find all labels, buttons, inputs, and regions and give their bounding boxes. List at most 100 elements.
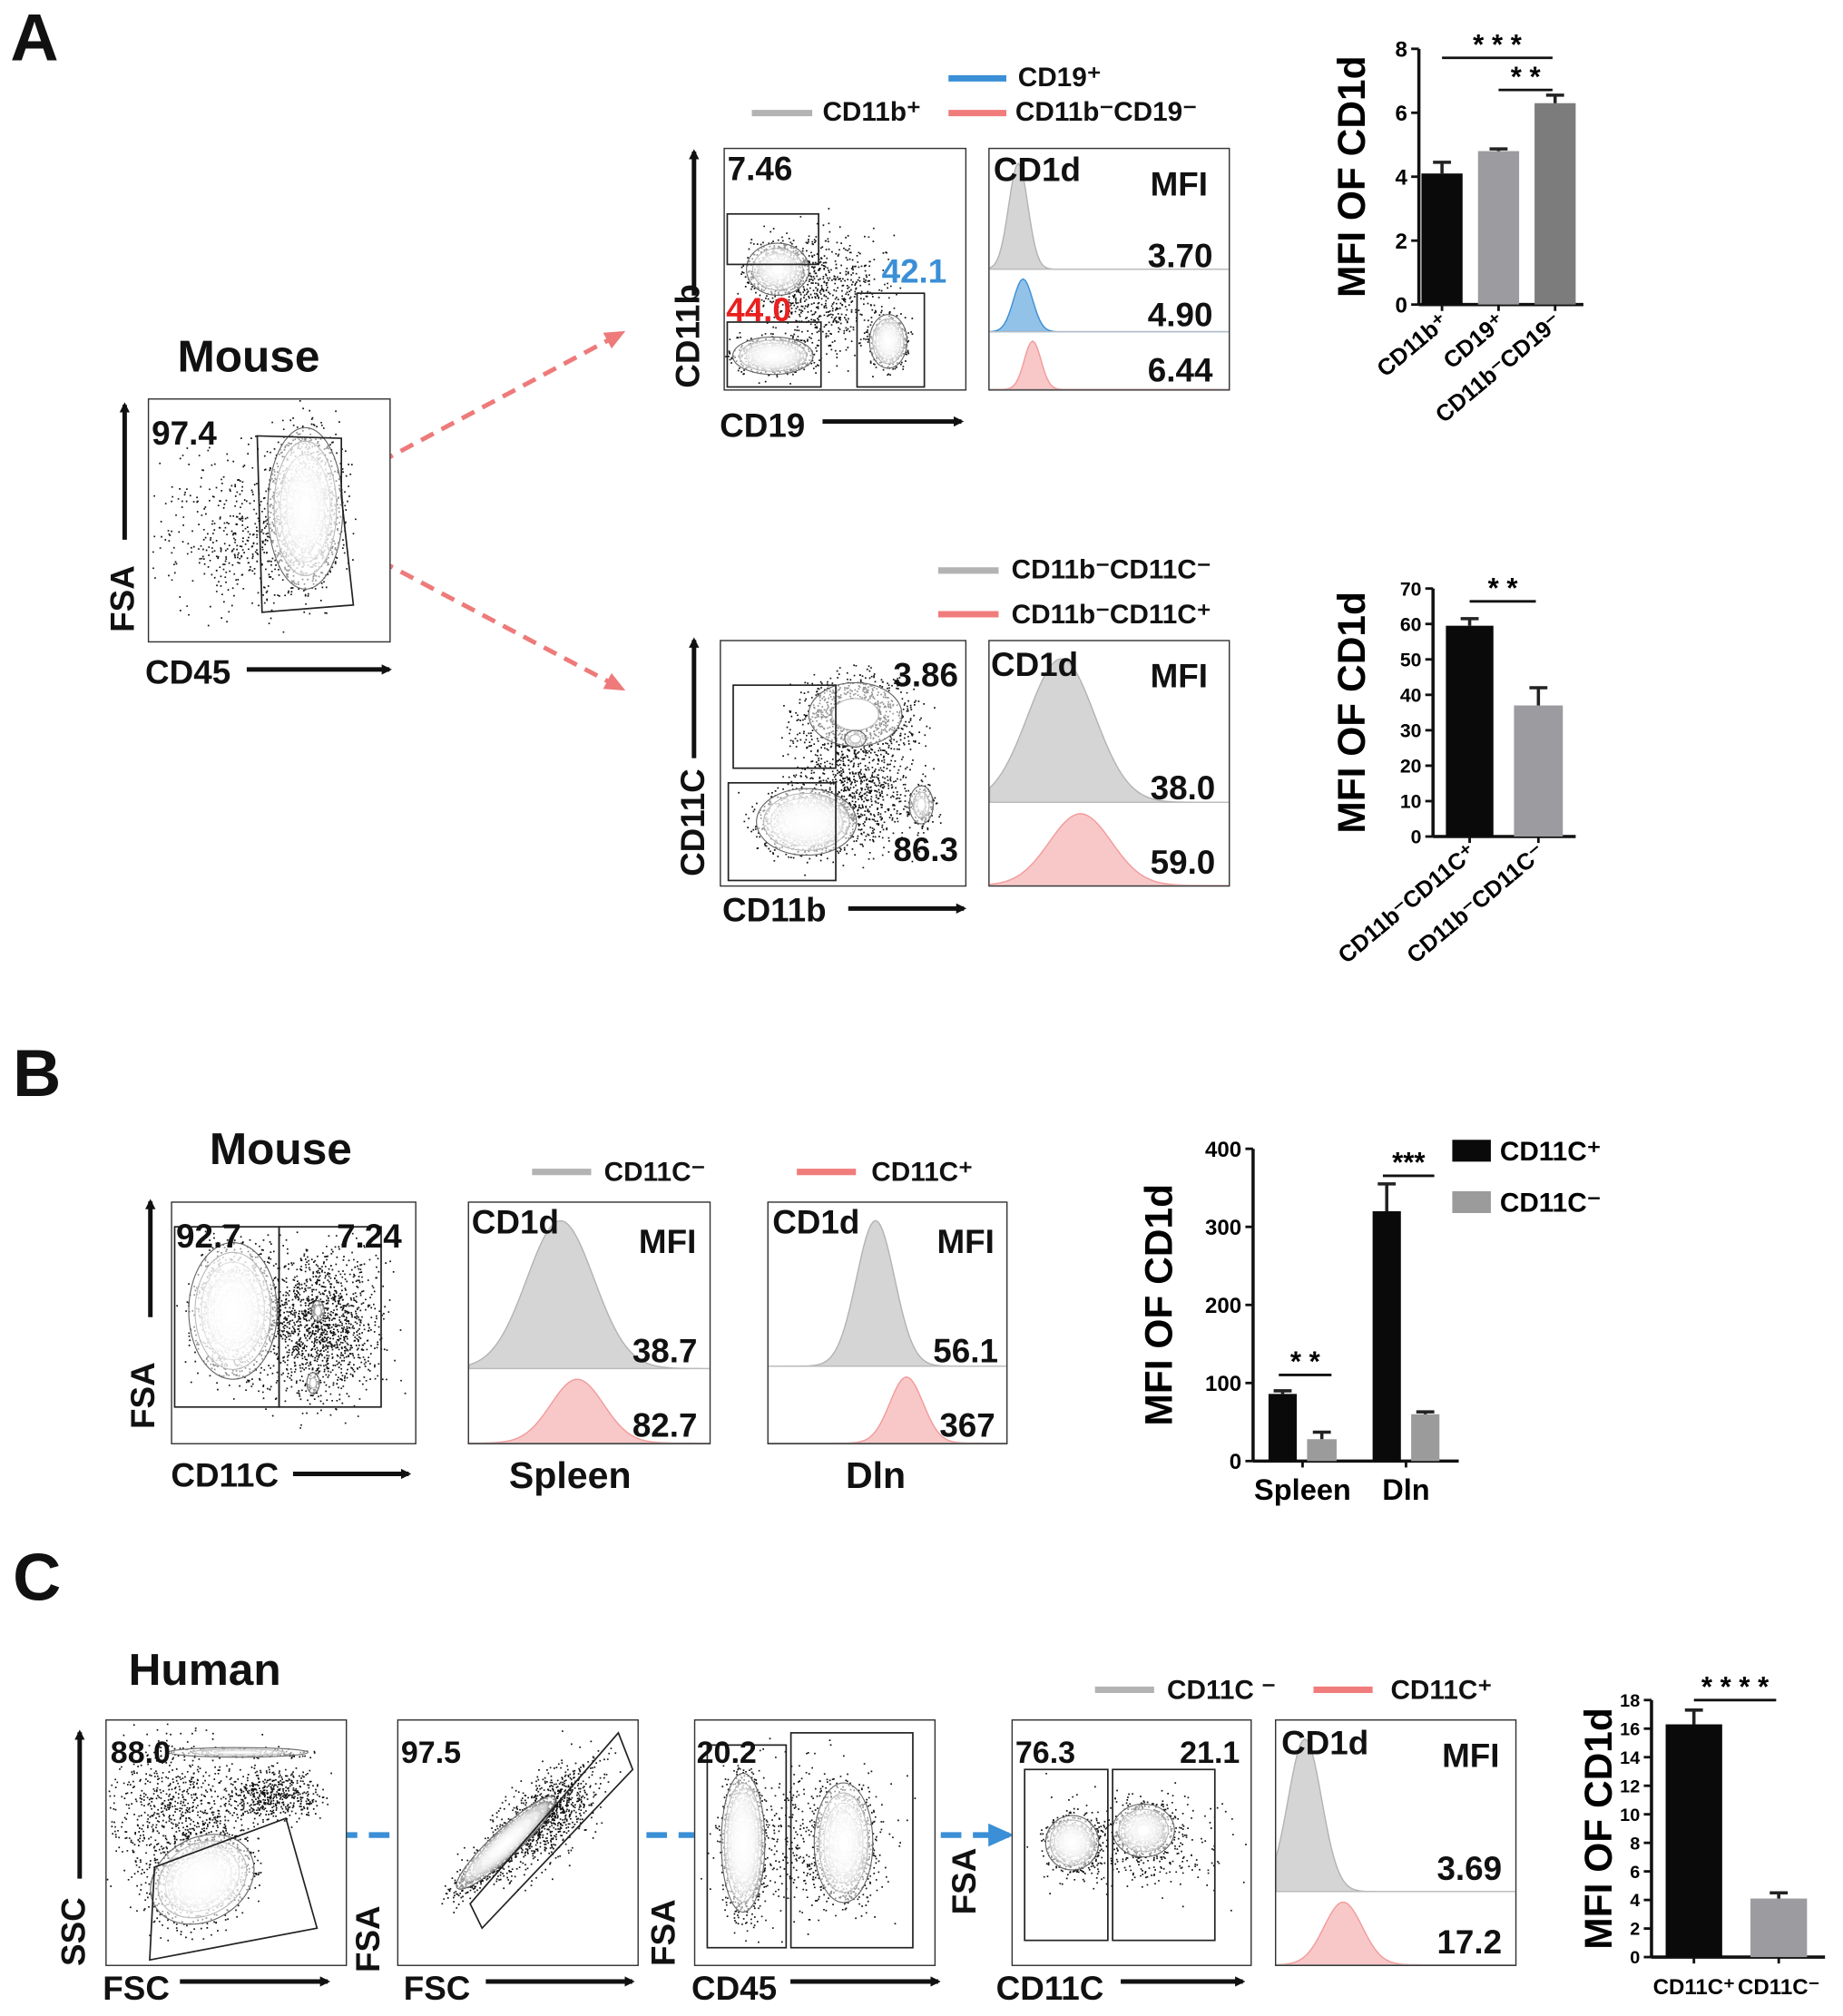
y-axis-title: MFI OF CD1d	[1331, 55, 1374, 298]
mfi-value: 367	[939, 1405, 995, 1444]
gate-percentage: 21.1	[1180, 1736, 1240, 1771]
x-category-label: CD11b⁻CD11C⁺	[1334, 839, 1481, 969]
x-axis-label: CD11C	[995, 1968, 1104, 2008]
mfi-value: 59.0	[1150, 843, 1216, 882]
y-axis-label: FSA	[123, 1362, 162, 1429]
legend-label-cd11b: CD11b⁺	[822, 97, 921, 128]
gate-rectangle[interactable]	[727, 781, 837, 882]
y-tick-label: 4	[1630, 1891, 1640, 1911]
density-contour	[756, 788, 858, 856]
y-tick-label: 200	[1205, 1294, 1241, 1318]
y-tick-label: 4	[1395, 165, 1407, 190]
y-axis-label: FSA	[643, 1899, 683, 1966]
gate-percentage: 97.5	[400, 1736, 462, 1771]
gate-percentage: 3.86	[893, 655, 959, 694]
x-category-label: CD11b⁻CD19⁻	[1431, 308, 1566, 428]
histogram-area	[989, 161, 1230, 390]
bar-chart-0: 0 2 4 6 8 MFI OF CD1d CD11b⁺CD19⁺CD11b⁻CD19⁻ * …	[1331, 28, 1583, 428]
error-bar	[1433, 161, 1452, 174]
gate-percentage: 92.7	[176, 1217, 241, 1256]
bar-0	[1446, 625, 1494, 837]
mfi-label: MFI	[1442, 1736, 1500, 1775]
flow-plot-fsa-cd11c	[1011, 1719, 1252, 1966]
scatter-plot-area	[106, 1723, 332, 1962]
histogram-area	[468, 1219, 710, 1443]
tissue-label: Spleen	[508, 1455, 632, 1498]
tissue-label: Dln	[845, 1455, 907, 1498]
gate-rectangle[interactable]	[726, 321, 822, 388]
x-category-label: Dln	[1382, 1473, 1429, 1506]
legend-label-cd11c-pos: CD11b⁻CD11C⁺	[1011, 600, 1211, 630]
mfi-value: 38.7	[632, 1331, 698, 1370]
gate-percentage: 76.3	[1015, 1736, 1076, 1771]
bar-1	[1514, 705, 1564, 837]
gate-rectangle[interactable]	[726, 212, 819, 266]
gate-rectangle[interactable]	[706, 1744, 788, 1949]
legend-label-cd11c-neg: CD11b⁻CD11C⁻	[1011, 554, 1211, 585]
x-axis-label: FSC	[103, 1968, 170, 2008]
density-contour	[306, 1372, 320, 1395]
gate-percentage: 97.4	[152, 414, 217, 453]
gate-polygon[interactable]	[149, 1816, 319, 1962]
error-bar	[1460, 617, 1479, 626]
bar-0	[1421, 173, 1463, 305]
y-tick-label: 8	[1395, 37, 1407, 62]
histogram-marker-label: CD1d	[772, 1202, 860, 1242]
density-contour	[310, 1299, 325, 1322]
panel-letter-c: C	[13, 1541, 62, 1616]
legend-label: CD11C⁻	[1500, 1189, 1602, 1218]
y-tick-label: 6	[1395, 102, 1407, 126]
density-contour	[844, 729, 867, 749]
scatter-plot-area	[701, 1732, 917, 1949]
histogram-marker-label: CD1d	[993, 150, 1081, 190]
gate-rectangle[interactable]	[1024, 1768, 1109, 1942]
y-axis-title: MFI OF CD1d	[1578, 1708, 1621, 1950]
y-tick-label: 2	[1630, 1920, 1640, 1940]
error-bar	[1684, 1708, 1703, 1725]
y-tick-label: 0	[1395, 293, 1407, 318]
y-tick-label: 40	[1400, 684, 1422, 706]
gate-percentage-red: 44.0	[726, 290, 791, 329]
y-tick-label: 18	[1620, 1691, 1640, 1711]
legend-label: CD11C⁺	[1500, 1137, 1602, 1167]
gate-rectangle[interactable]	[789, 1732, 914, 1949]
gate-rectangle[interactable]	[278, 1226, 382, 1408]
y-tick-label: 0	[1230, 1450, 1241, 1474]
flow-plot-fsa-cd45	[147, 398, 391, 643]
bar-1	[1477, 151, 1520, 305]
histogram-curve	[468, 1219, 710, 1370]
gate-rectangle[interactable]	[732, 684, 837, 769]
legend-label-cd11c-neg: CD11C ⁻	[1167, 1675, 1276, 1706]
gate-polygon[interactable]	[469, 1731, 634, 1930]
y-tick-label: 8	[1630, 1834, 1640, 1854]
x-axis-label: CD19	[720, 406, 806, 445]
density-contour	[868, 314, 908, 369]
mfi-value: 3.69	[1436, 1849, 1503, 1888]
histogram-marker-label: CD1d	[990, 644, 1079, 684]
x-category-label: CD19⁺	[1439, 308, 1510, 374]
density-contour	[746, 242, 810, 296]
y-tick-label: 100	[1205, 1372, 1241, 1396]
mfi-label: MFI	[936, 1221, 995, 1261]
scatter-plot-area	[1024, 1768, 1247, 1942]
density-contour	[456, 1796, 556, 1890]
y-axis-title: MFI OF CD1d	[1331, 592, 1374, 834]
legend-label-cd11c-pos: CD11C⁺	[1390, 1675, 1493, 1706]
y-axis-label: FSA	[103, 565, 142, 632]
error-bar	[1529, 686, 1548, 706]
gate-polygon[interactable]	[256, 435, 355, 613]
y-axis-title: MFI OF CD1d	[1139, 1184, 1181, 1426]
y-axis-label: CD11b	[668, 284, 707, 388]
dashed-arrow-to-cd19-plot	[358, 330, 626, 475]
legend-label-double-neg: CD11b⁻CD19⁻	[1015, 97, 1197, 128]
legend-swatch	[1452, 1190, 1491, 1214]
species-label: Human	[128, 1644, 281, 1696]
y-tick-label: 20	[1400, 756, 1422, 778]
bar-1	[1750, 1898, 1808, 1958]
gate-rectangle[interactable]	[856, 292, 926, 388]
gate-rectangle[interactable]	[1112, 1768, 1216, 1942]
significance-stars: * *	[1290, 1346, 1321, 1377]
significance-stars: * *	[1488, 573, 1519, 604]
species-label: Mouse	[209, 1124, 352, 1175]
